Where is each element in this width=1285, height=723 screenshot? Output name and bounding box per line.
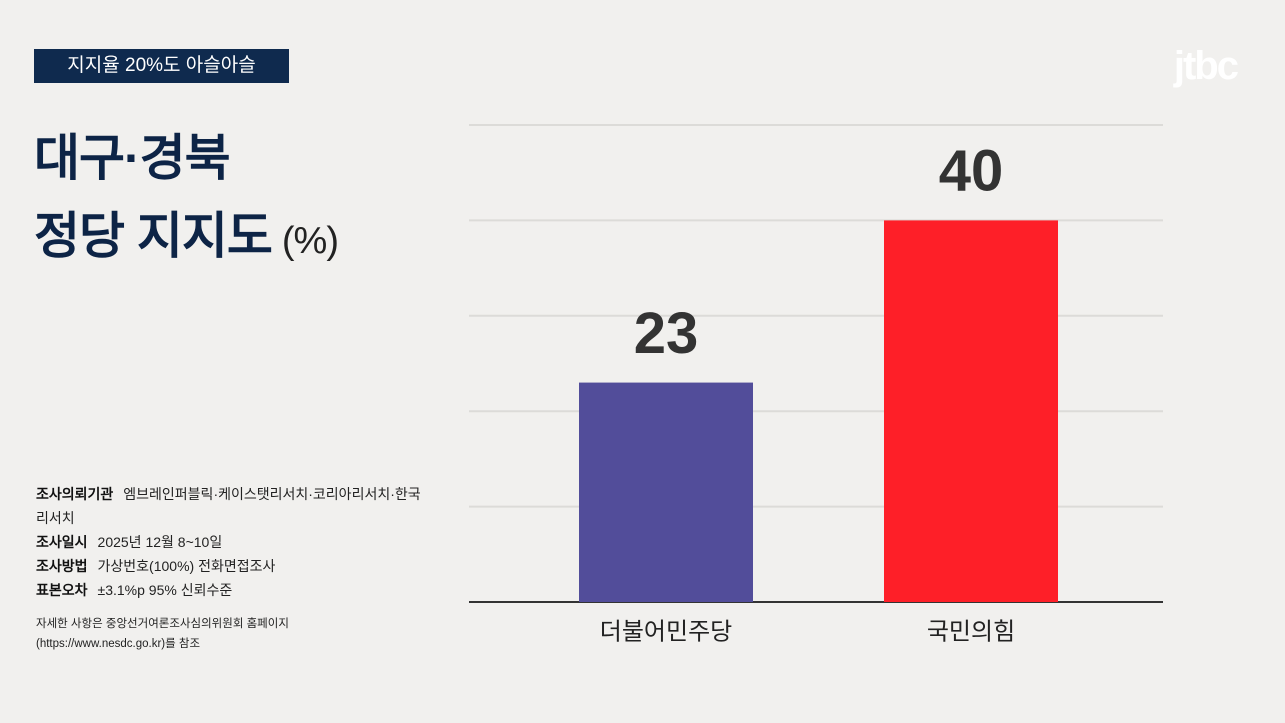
chart-title: 정당 지지도	[34, 208, 273, 264]
note-text: 가상번호(100%) 전화면접조사	[97, 558, 276, 574]
x-tick-label: 국민의힘	[927, 618, 1015, 645]
chart-title: 정당 지지도 (%)	[34, 196, 339, 268]
note: 조사방법 가상번호(100%) 전화면접조사	[36, 554, 426, 578]
note-label: 조사일시	[36, 534, 88, 550]
chart-title: 대구·경북	[34, 130, 231, 186]
value-label: 40	[939, 139, 1004, 204]
bar	[579, 382, 753, 602]
badge: 지지율 20%도 아슬아슬	[34, 49, 289, 83]
note-label: 조사의뢰기관	[36, 486, 114, 502]
value-label: 23	[634, 301, 699, 366]
note-label: 표본오차	[36, 582, 88, 598]
note: 표본오차 ±3.1%p 95% 신뢰수준	[36, 578, 426, 602]
note-text: 엠브레인퍼블릭·케이스탯리서치·코리아리서치·한국리서치	[36, 486, 421, 526]
x-tick-label: 더불어민주당	[600, 618, 732, 645]
logo: jtbc	[1173, 44, 1239, 88]
note: 조사일시 2025년 12월 8~10일	[36, 530, 426, 554]
note: 조사의뢰기관 엠브레인퍼블릭·케이스탯리서치·코리아리서치·한국리서치	[36, 482, 426, 530]
bar	[884, 220, 1058, 602]
note-text: 2025년 12월 8~10일	[97, 534, 223, 550]
unit: (%)	[281, 220, 339, 262]
note-text: ±3.1%p 95% 신뢰수준	[97, 582, 233, 598]
footnote: 자세한 사항은 중앙선거여론조사심의위원회 홈페이지 (https://www.…	[36, 618, 289, 650]
note-label: 조사방법	[36, 558, 88, 574]
